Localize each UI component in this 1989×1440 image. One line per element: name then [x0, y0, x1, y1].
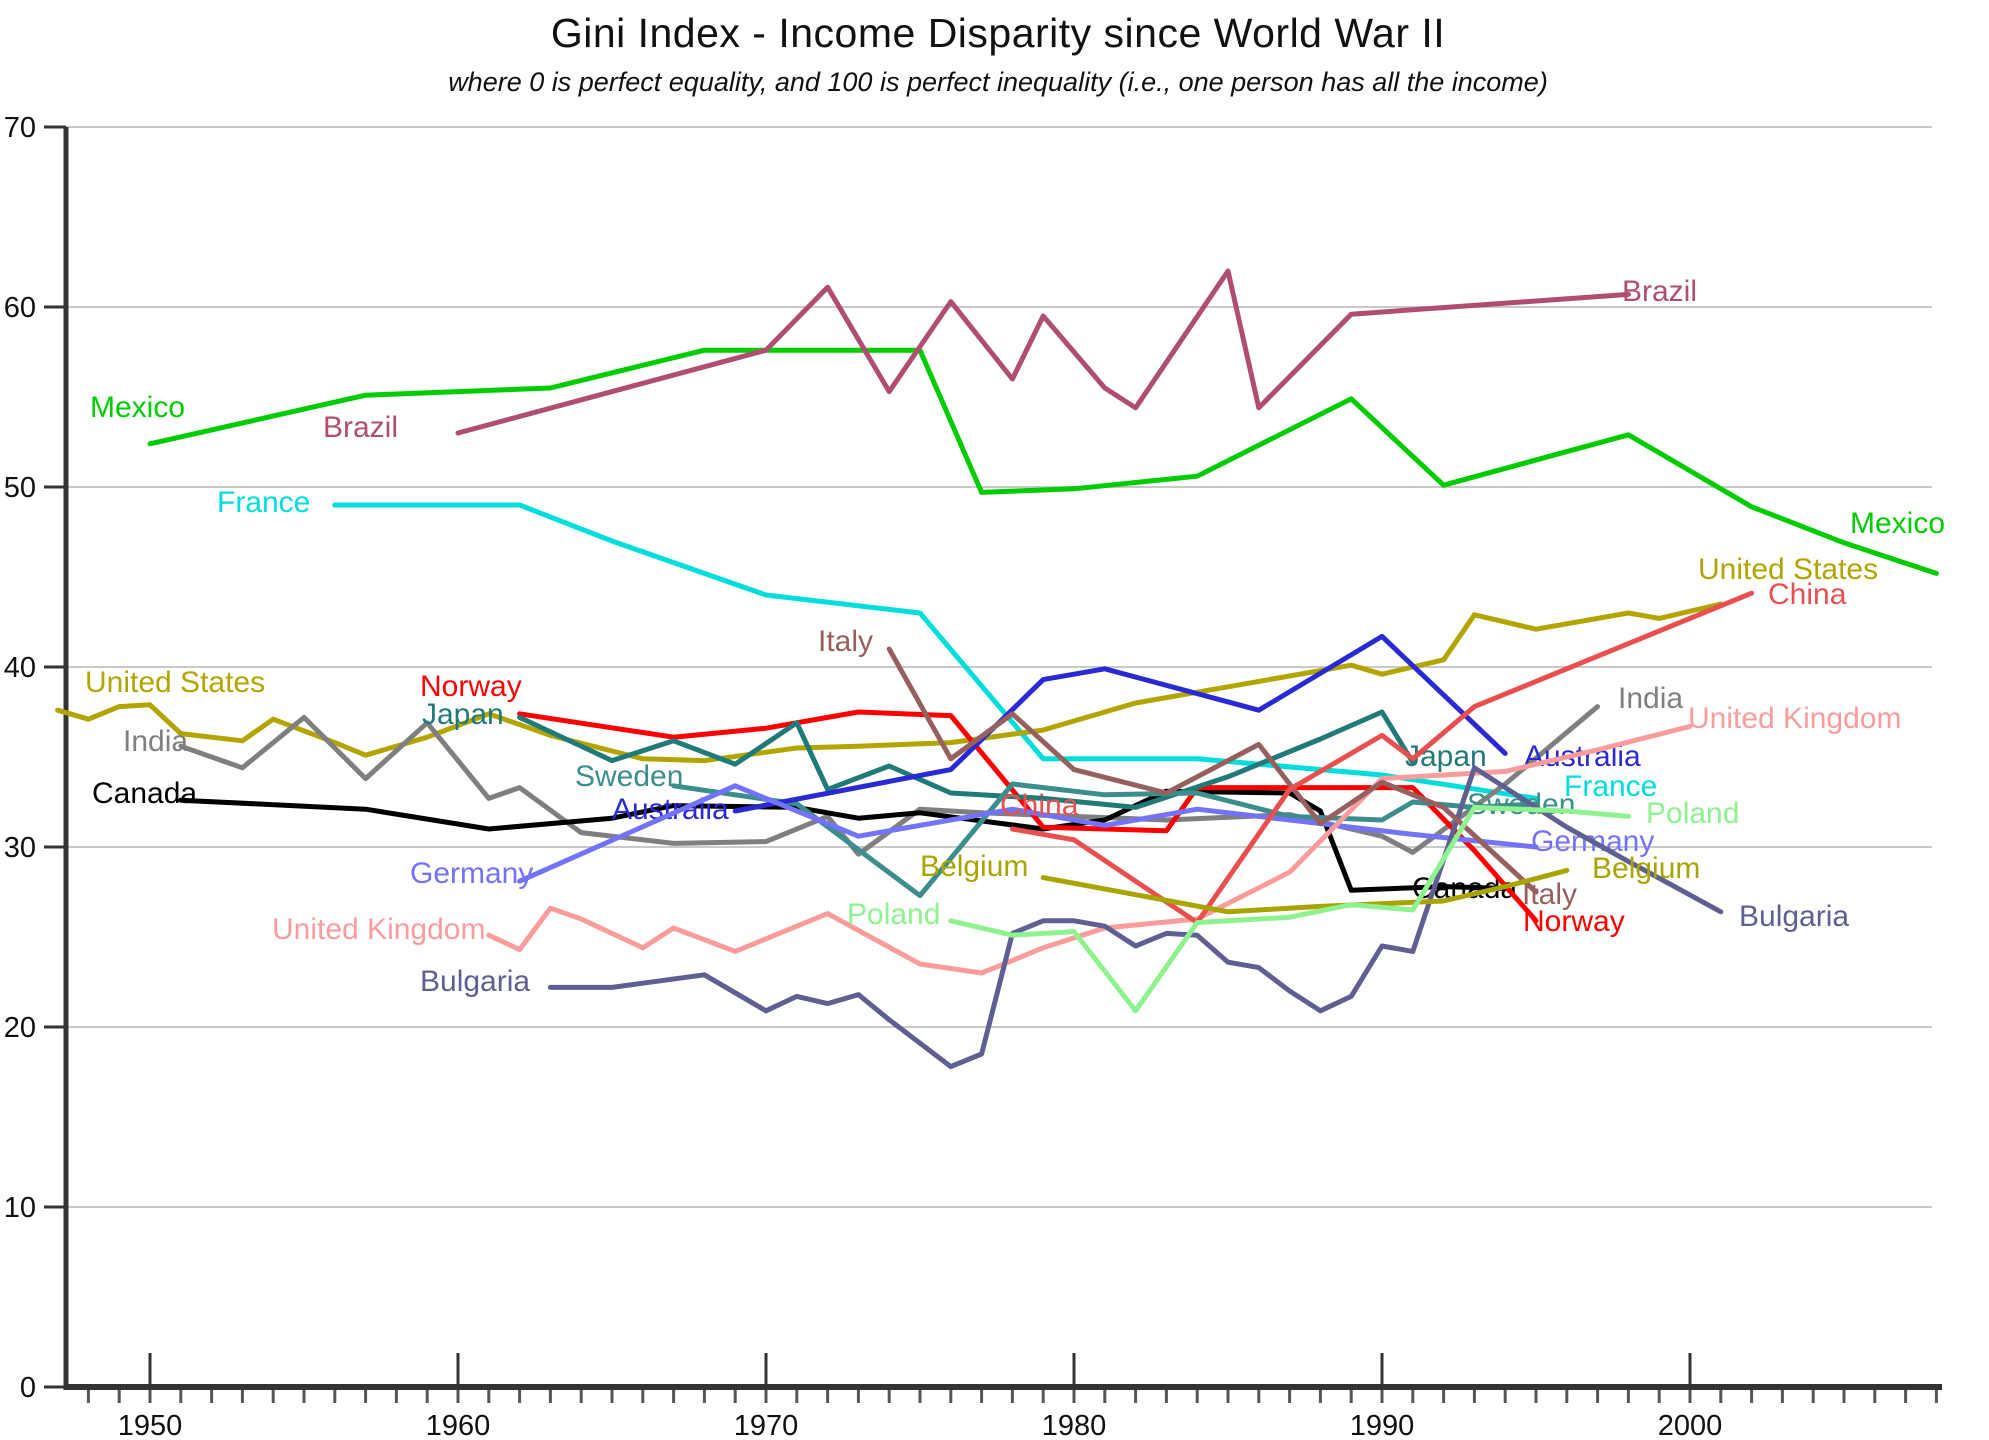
x-tick-label-1970: 1970 — [734, 1410, 799, 1440]
series-line-poland — [948, 804, 1631, 1014]
series-line-united-states — [55, 601, 1724, 764]
series-label-right-bulgaria: Bulgaria — [1739, 900, 1849, 933]
y-tick-label-60: 60 — [4, 292, 36, 324]
series-label-left-poland: Poland — [847, 898, 940, 931]
series-label-left-china: China — [1000, 789, 1079, 822]
series-label-right-united-kingdom: United Kingdom — [1688, 702, 1901, 735]
series-label-left-italy: Italy — [818, 625, 873, 658]
x-tick-label-1980: 1980 — [1042, 1410, 1107, 1440]
series-label-left-sweden: Sweden — [575, 760, 683, 793]
series-line-china — [1009, 590, 1755, 926]
chart-title: Gini Index - Income Disparity since Worl… — [550, 10, 1446, 56]
series-label-left-canada: Canada — [92, 777, 197, 810]
series-line-brazil — [455, 268, 1631, 436]
series-label-right-united-states: United States — [1698, 553, 1878, 586]
y-tick-label-0: 0 — [20, 1372, 36, 1404]
series-line-mexico — [147, 347, 1939, 576]
series-label-left-brazil: Brazil — [323, 411, 398, 444]
series-line-japan — [517, 709, 1416, 810]
series-line-italy — [886, 646, 1539, 895]
x-tick-label-1950: 1950 — [118, 1410, 183, 1440]
series-label-right-china: China — [1768, 578, 1847, 611]
series-line-united-kingdom — [486, 723, 1693, 976]
y-tick-label-50: 50 — [4, 472, 36, 504]
series-label-left-united-states: United States — [85, 666, 265, 699]
series-label-left-united-kingdom: United Kingdom — [272, 913, 485, 946]
y-tick-label-20: 20 — [4, 1012, 36, 1044]
series-label-right-italy: Italy — [1522, 878, 1577, 911]
series-label-left-bulgaria: Bulgaria — [420, 965, 530, 998]
series-label-right-brazil: Brazil — [1622, 275, 1697, 308]
series-label-left-norway: Norway — [420, 670, 522, 703]
series-line-australia — [732, 633, 1508, 814]
chart-subtitle: where 0 is perfect equality, and 100 is … — [448, 67, 1548, 97]
y-tick-label-70: 70 — [4, 112, 36, 144]
series-label-right-sweden: Sweden — [1467, 788, 1575, 821]
x-tick-label-2000: 2000 — [1658, 1410, 1723, 1440]
series-label-left-india: India — [123, 725, 188, 758]
series-label-right-norway: Norway — [1523, 905, 1625, 938]
series-label-left-japan: Japan — [422, 698, 504, 731]
chart-header: Gini Index - Income Disparity since Worl… — [66, 10, 1930, 98]
x-tick-label-1960: 1960 — [426, 1410, 491, 1440]
x-tick-label-1990: 1990 — [1350, 1410, 1415, 1440]
y-tick-label-10: 10 — [4, 1192, 36, 1224]
series-line-germany — [517, 783, 1539, 884]
series-line-bulgaria — [547, 765, 1724, 1070]
series-label-right-belgium: Belgium — [1592, 852, 1700, 885]
series-label-left-germany: Germany — [410, 857, 533, 890]
series-line-sweden — [671, 781, 1539, 899]
series-label-left-belgium: Belgium — [920, 850, 1028, 883]
series-label-right-france: France — [1564, 770, 1657, 803]
series-line-belgium — [1040, 867, 1570, 915]
series-label-right-india: India — [1618, 682, 1683, 715]
y-tick-label-40: 40 — [4, 652, 36, 684]
series-label-left-mexico: Mexico — [90, 391, 185, 424]
series-label-left-france: France — [217, 486, 310, 519]
series-line-india — [178, 704, 1601, 857]
series-label-right-mexico: Mexico — [1850, 507, 1945, 540]
y-tick-label-30: 30 — [4, 832, 36, 864]
series-label-right-poland: Poland — [1646, 797, 1739, 830]
series-line-norway — [517, 709, 1539, 924]
